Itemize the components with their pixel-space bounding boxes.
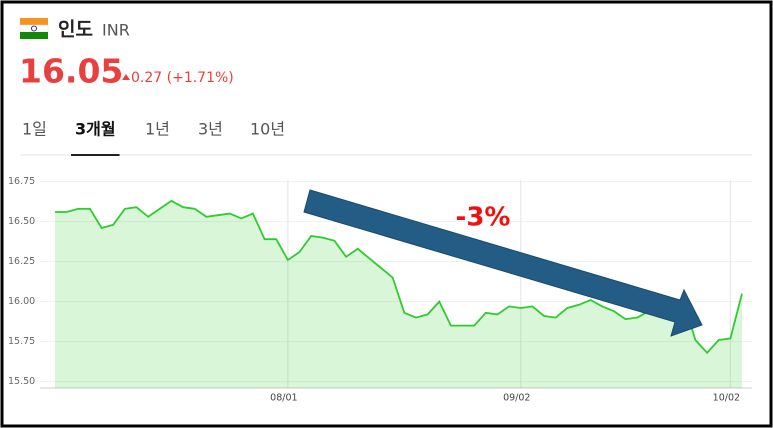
flag — [19, 18, 49, 39]
change: 0.27 (+1.71%) — [131, 70, 234, 86]
trend-arrow — [303, 189, 703, 337]
x-tick-label: 10/02 — [713, 393, 740, 404]
tab[interactable]: 3개월 — [75, 120, 116, 139]
annotation: -3% — [456, 203, 511, 233]
country: 인도 — [58, 19, 93, 41]
up-icon — [122, 74, 130, 80]
price: 16.05 — [19, 52, 123, 91]
currency: INR — [102, 21, 130, 40]
tab[interactable]: 1일 — [22, 120, 47, 139]
tab[interactable]: 1년 — [145, 120, 170, 139]
y-tick-label: 15.75 — [8, 336, 35, 347]
line — [55, 199, 743, 355]
tab[interactable]: 3년 — [198, 120, 223, 139]
x-tick-label: 09/02 — [503, 393, 530, 404]
x-tick-label: 08/01 — [270, 393, 297, 404]
tab[interactable]: 10년 — [250, 120, 285, 139]
y-tick-label: 16.50 — [8, 216, 35, 227]
y-tick-label: 15.50 — [8, 376, 35, 387]
y-tick-label: 16.75 — [8, 176, 35, 187]
y-tick-label: 16.25 — [8, 256, 35, 267]
area — [55, 200, 742, 388]
y-tick-label: 16.00 — [8, 296, 35, 307]
